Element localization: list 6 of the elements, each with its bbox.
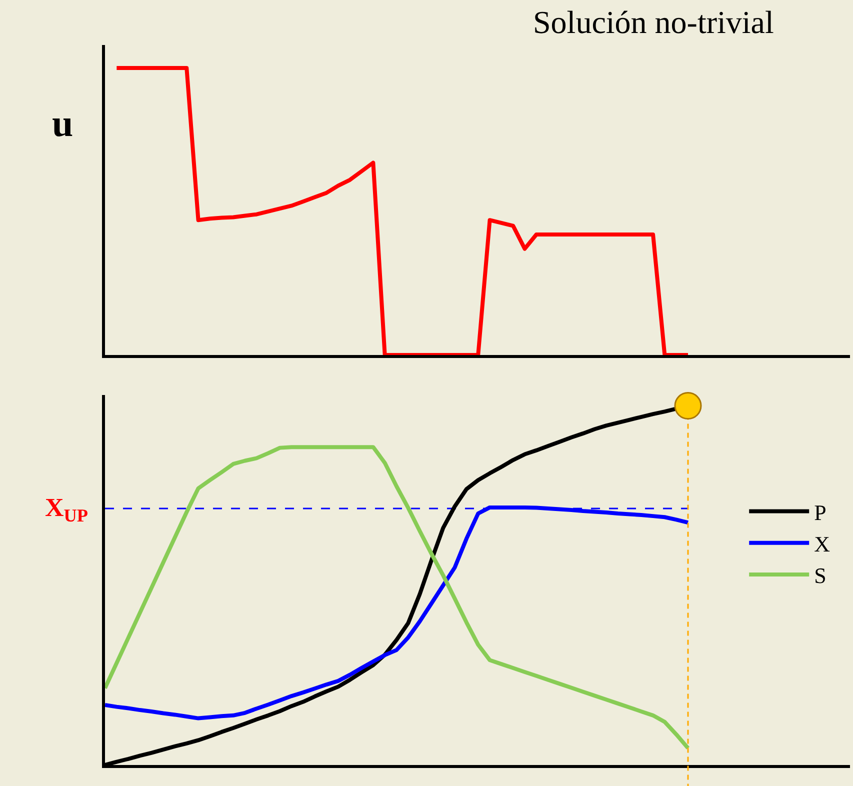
- y-axis-title: u: [52, 103, 74, 145]
- legend-label: X: [814, 531, 830, 556]
- legend-label: S: [814, 563, 826, 588]
- legend-label: P: [814, 500, 826, 525]
- chart-title: Solución no-trivial: [533, 4, 774, 40]
- ref-line-label: X$_{UP}$: [45, 493, 88, 526]
